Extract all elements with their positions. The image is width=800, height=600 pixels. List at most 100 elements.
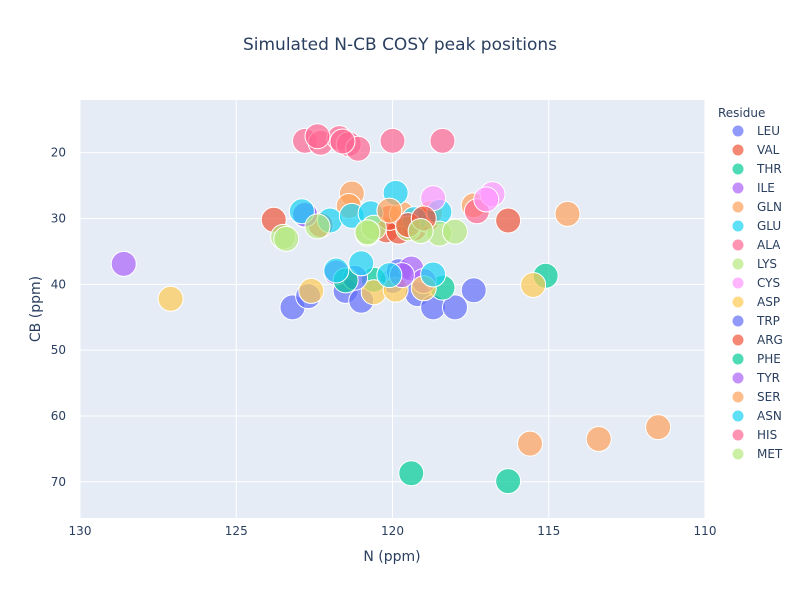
x-tick-label: 115	[537, 524, 560, 538]
data-point-val	[495, 207, 522, 234]
legend-marker	[731, 276, 745, 290]
y-axis-ticks: 20 30 40 50 60 70	[51, 146, 66, 489]
legend-label: ASP	[757, 295, 780, 309]
legend-marker	[731, 219, 745, 233]
series-met	[273, 217, 434, 252]
data-point-asp	[520, 271, 547, 298]
y-axis-title: CB (ppm)	[28, 276, 44, 342]
legend-label: LYS	[757, 257, 777, 271]
legend-item-met: MET	[731, 447, 783, 461]
data-point-ser	[517, 430, 543, 457]
data-point-ala	[379, 127, 406, 154]
legend-marker	[731, 447, 745, 461]
legend-label: SER	[757, 390, 781, 404]
legend-marker	[731, 162, 745, 176]
legend-label: PHE	[757, 352, 781, 366]
series-cys	[420, 181, 506, 213]
legend-title: Residue	[718, 106, 765, 120]
legend-marker	[731, 390, 745, 404]
series-his	[304, 123, 356, 155]
legend-item-phe: PHE	[731, 352, 781, 366]
legend-label: MET	[757, 447, 783, 461]
y-tick-label: 40	[51, 277, 66, 291]
legend-marker	[731, 428, 745, 442]
legend-label: VAL	[757, 143, 780, 157]
data-point-met	[354, 219, 381, 246]
legend-label: HIS	[757, 428, 777, 442]
series-ser	[376, 197, 672, 457]
x-tick-label: 110	[694, 524, 717, 538]
y-tick-label: 50	[51, 343, 66, 357]
data-point-his	[329, 128, 356, 155]
legend-item-his: HIS	[731, 428, 777, 442]
legend-label: ILE	[757, 181, 775, 195]
data-point-thr	[495, 468, 522, 495]
legend-label: ASN	[757, 409, 782, 423]
data-point-leu	[442, 294, 468, 321]
legend: Residue LEU VAL THR ILE GLN GLU ALA LYS CYS ASP TR…	[718, 106, 783, 461]
data-point-asn	[376, 262, 403, 289]
legend-marker	[731, 238, 745, 252]
data-point-cys	[473, 186, 500, 213]
legend-items: LEU VAL THR ILE GLN GLU ALA LYS CYS ASP TRP ARG PHE T…	[731, 124, 783, 461]
legend-item-ser: SER	[731, 390, 781, 404]
legend-item-gln: GLN	[731, 200, 782, 214]
data-point-ile	[110, 250, 137, 277]
data-point-ser	[376, 197, 403, 224]
legend-item-thr: THR	[731, 162, 782, 176]
legend-marker	[731, 124, 745, 138]
x-tick-label: 130	[69, 524, 92, 538]
y-tick-label: 30	[51, 211, 66, 225]
data-point-ser	[645, 414, 672, 441]
y-tick-label: 60	[51, 409, 66, 423]
legend-item-leu: LEU	[731, 124, 780, 138]
legend-marker	[731, 409, 745, 423]
legend-label: THR	[756, 162, 782, 176]
x-axis-ticks: 130 125 120 115 110	[69, 524, 717, 538]
data-point-his	[304, 123, 331, 150]
data-point-asp	[298, 277, 325, 304]
legend-marker	[731, 257, 745, 271]
legend-marker	[731, 200, 745, 214]
y-tick-label: 70	[51, 475, 66, 489]
chart-title: Simulated N-CB COSY peak positions	[243, 35, 557, 55]
legend-marker	[731, 371, 745, 385]
data-points	[110, 123, 672, 495]
legend-item-cys: CYS	[731, 276, 780, 290]
x-tick-label: 120	[381, 524, 404, 538]
legend-label: GLU	[757, 219, 781, 233]
legend-label: GLN	[757, 200, 782, 214]
legend-item-trp: TRP	[731, 314, 780, 328]
legend-item-asp: ASP	[731, 295, 780, 309]
data-point-gln	[554, 200, 581, 227]
legend-marker	[731, 181, 745, 195]
y-tick-label: 20	[51, 146, 66, 160]
legend-item-arg: ARG	[731, 333, 783, 347]
legend-item-lys: LYS	[731, 257, 777, 271]
x-tick-label: 125	[225, 524, 248, 538]
data-point-ser	[585, 426, 612, 453]
series-asn	[323, 250, 447, 289]
legend-item-val: VAL	[731, 143, 780, 157]
legend-label: CYS	[757, 276, 780, 290]
data-point-met	[273, 225, 300, 252]
data-point-asn	[348, 250, 375, 277]
data-point-asn	[420, 261, 447, 288]
data-point-asp	[157, 285, 184, 312]
data-point-thr	[398, 460, 425, 487]
legend-marker	[731, 333, 745, 347]
data-point-lys	[304, 213, 331, 240]
series-asp	[157, 271, 547, 312]
legend-label: ALA	[757, 238, 781, 252]
x-axis-title: N (ppm)	[363, 549, 420, 565]
data-point-met	[407, 217, 434, 244]
legend-item-glu: GLU	[731, 219, 781, 233]
data-point-ala	[429, 127, 456, 154]
data-point-asn	[323, 257, 350, 284]
legend-item-tyr: TYR	[731, 371, 780, 385]
data-point-leu	[460, 277, 487, 304]
legend-item-ala: ALA	[731, 238, 781, 252]
legend-marker	[731, 314, 745, 328]
data-point-lys	[442, 218, 468, 245]
